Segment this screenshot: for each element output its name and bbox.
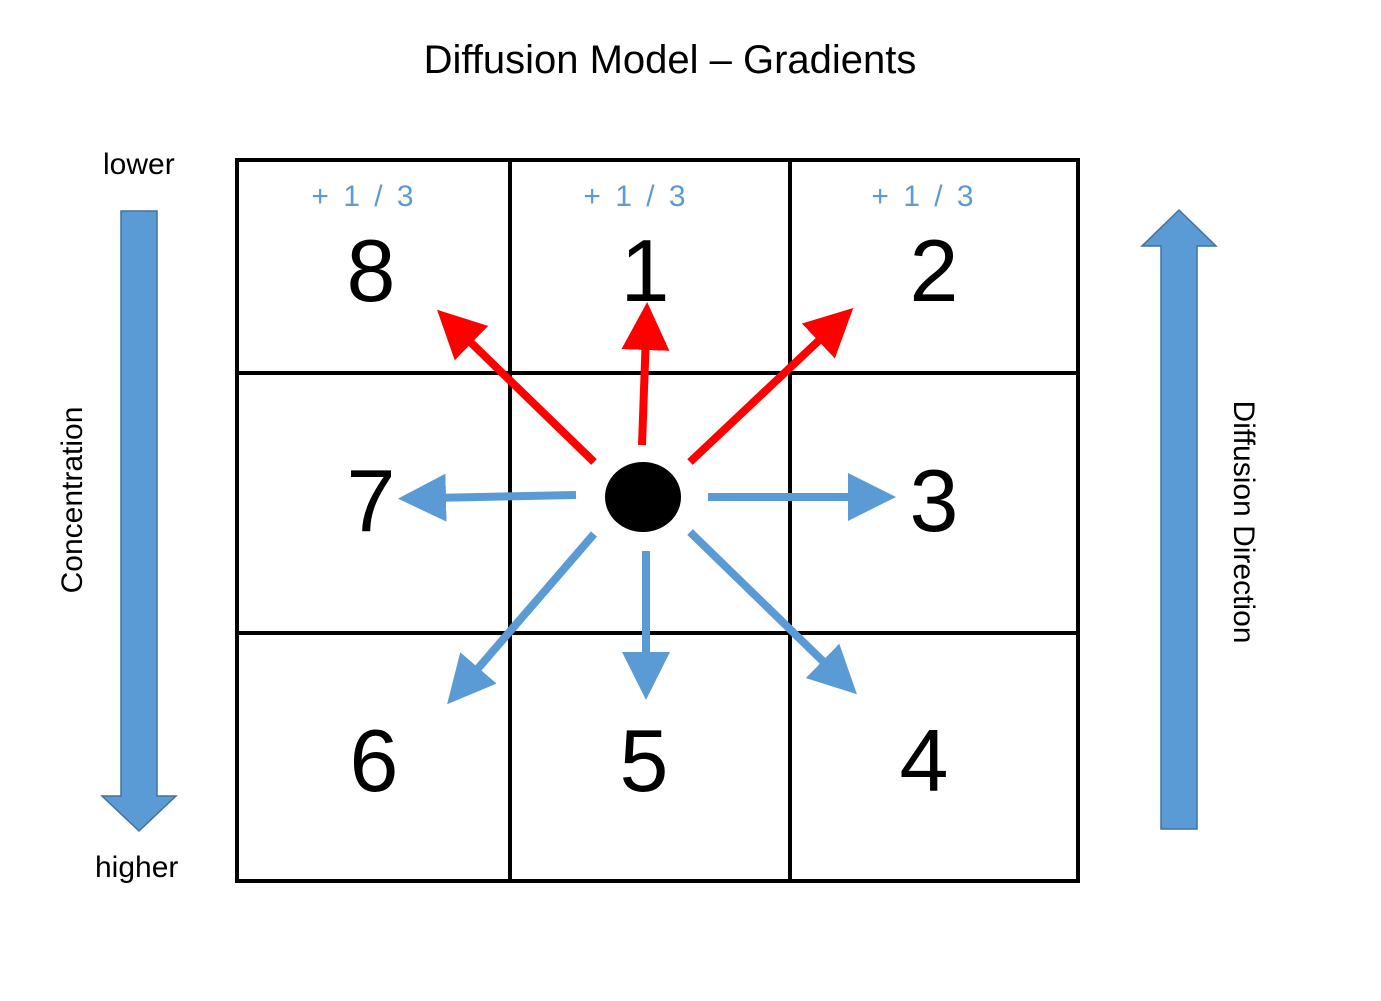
cell-number-middle-left: 7 bbox=[347, 451, 396, 550]
fraction-label-top-left: + 1 / 3 bbox=[311, 180, 416, 213]
cell-number-top-middle: 1 bbox=[621, 221, 670, 320]
diffusion-direction-arrow bbox=[1140, 208, 1218, 830]
concentration-arrow bbox=[100, 210, 178, 833]
fraction-label-top-right: + 1 / 3 bbox=[871, 180, 976, 213]
cell-number-middle-right: 3 bbox=[910, 451, 959, 550]
arrow-to-cell-7 bbox=[398, 473, 577, 522]
arrow-to-cell-4 bbox=[687, 529, 857, 695]
grid bbox=[235, 158, 1080, 883]
cell-number-bottom-middle: 5 bbox=[620, 711, 669, 810]
cell-number-bottom-left: 6 bbox=[350, 711, 399, 810]
arrow-to-cell-6 bbox=[447, 531, 598, 705]
cell-number-top-left: 8 bbox=[347, 221, 396, 320]
arrow-to-cell-2 bbox=[687, 308, 854, 465]
cell-number-bottom-right: 4 bbox=[900, 711, 949, 810]
center-particle bbox=[605, 462, 681, 532]
arrow-to-cell-8 bbox=[437, 309, 597, 465]
cell-number-top-right: 2 bbox=[910, 221, 959, 320]
concentration-higher-label: higher bbox=[95, 851, 179, 884]
arrow-to-cell-1 bbox=[621, 302, 670, 446]
diagram-title: Diffusion Model – Gradients bbox=[423, 38, 917, 82]
fraction-label-top-middle: + 1 / 3 bbox=[583, 180, 688, 213]
concentration-lower-label: lower bbox=[103, 148, 175, 181]
